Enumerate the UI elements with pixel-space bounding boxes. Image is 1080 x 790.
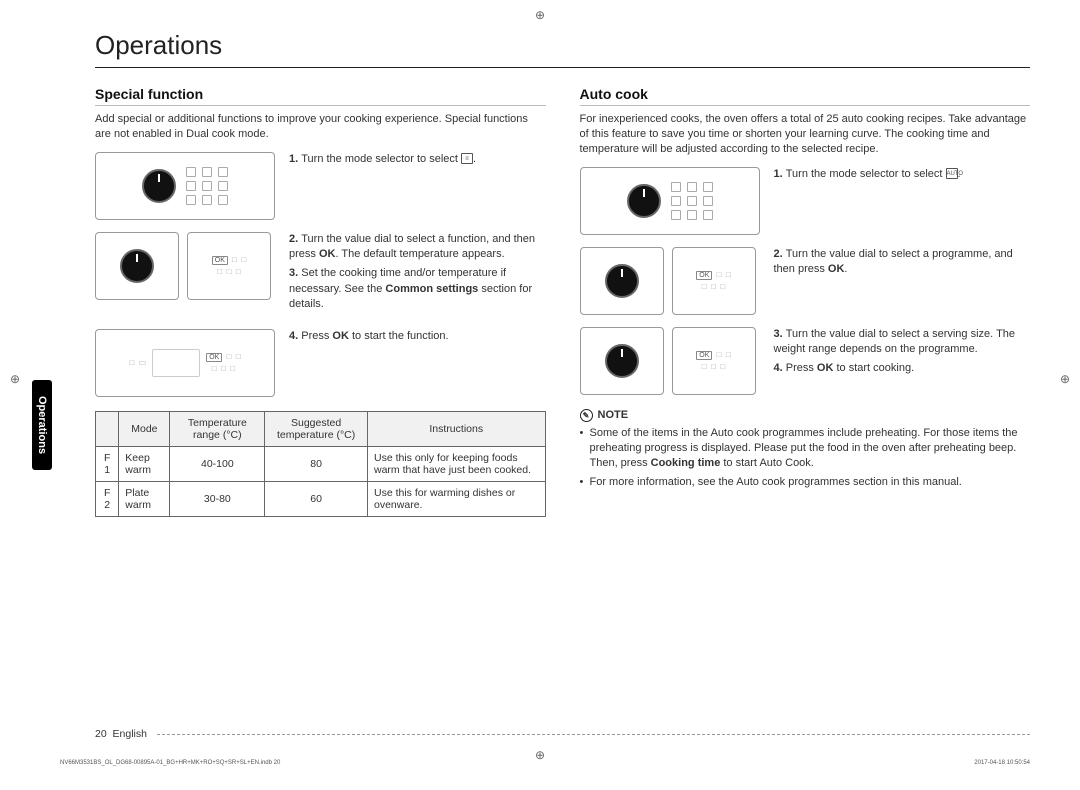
auto-icon: AUTO xyxy=(946,168,958,179)
note-icon: ✎ xyxy=(580,409,593,422)
th-mode: Mode xyxy=(119,411,170,446)
dial-icon xyxy=(605,264,639,298)
table-row: F 1 Keep warm 40-100 80 Use this only fo… xyxy=(96,446,546,481)
step-4: □ ▭ OK □ □ □ □ □ 4. Press OK to start th… xyxy=(95,329,546,397)
mode-icons xyxy=(671,182,713,220)
button-icons: OK □ □ □ □ □ xyxy=(696,269,730,292)
page-title: Operations xyxy=(50,30,1030,61)
content-columns: Special function Add special or addition… xyxy=(50,86,1030,517)
value-dial-diagram: OK □ □ □ □ □ xyxy=(580,247,760,315)
table-header-row: Mode Temperature range (°C) Suggested te… xyxy=(96,411,546,446)
step-2: OK □ □ □ □ □ 2. Turn the value dial to s… xyxy=(580,247,1031,315)
step-3-text: 3. Set the cooking time and/or temperatu… xyxy=(289,266,546,312)
list-item: Some of the items in the Auto cook progr… xyxy=(580,426,1031,472)
right-column: Auto cook For inexperienced cooks, the o… xyxy=(580,86,1031,517)
left-icons: □ ▭ xyxy=(129,357,146,368)
special-function-intro: Add special or additional functions to i… xyxy=(95,112,546,142)
step-2-text: 2. Turn the value dial to select a funct… xyxy=(289,232,546,263)
page: ⊕ ⊕ ⊕ ⊕ Operations Operations Special fu… xyxy=(0,0,1080,790)
auto-cook-heading: Auto cook xyxy=(580,86,1031,106)
registration-mark-icon: ⊕ xyxy=(533,8,547,22)
special-function-heading: Special function xyxy=(95,86,546,106)
button-icons: OK □ □ □ □ □ xyxy=(696,349,730,372)
button-icons: OK □ □ □ □ □ xyxy=(206,351,240,374)
table-row: F 2 Plate warm 30-80 60 Use this for war… xyxy=(96,481,546,516)
step-1: 1. Turn the mode selector to select ≡. xyxy=(95,152,546,220)
mode-icons xyxy=(186,167,228,205)
dial-icon xyxy=(627,184,661,218)
side-tab: Operations xyxy=(32,380,52,470)
page-number: 20 xyxy=(95,728,107,740)
modes-table: Mode Temperature range (°C) Suggested te… xyxy=(95,411,546,517)
step-4-text: 4. Press OK to start cooking. xyxy=(774,361,1031,376)
page-footer: 20 English xyxy=(95,728,1030,740)
display-diagram: □ ▭ OK □ □ □ □ □ xyxy=(95,329,275,397)
th-blank xyxy=(96,411,119,446)
registration-mark-icon: ⊕ xyxy=(8,372,22,386)
registration-mark-icon: ⊕ xyxy=(1058,372,1072,386)
auto-cook-intro: For inexperienced cooks, the oven offers… xyxy=(580,112,1031,157)
mode-selector-diagram xyxy=(580,167,760,235)
step-1-text: 1. Turn the mode selector to select ≡. xyxy=(289,152,546,167)
footer-rule xyxy=(157,734,1030,735)
imprint-right: 2017-04-18 10:50:54 xyxy=(974,760,1030,766)
note-heading: ✎ NOTE xyxy=(580,409,1031,422)
step-3-4: OK □ □ □ □ □ 3. Turn the value dial to s… xyxy=(580,327,1031,395)
step-1: 1. Turn the mode selector to select AUTO… xyxy=(580,167,1031,235)
imprint: NV66M3531BS_OL_DG68-00895A-01_BG+HR+MK+R… xyxy=(60,760,1030,766)
dial-icon xyxy=(605,344,639,378)
display-blank-icon xyxy=(152,349,200,377)
value-dial-diagram: OK □ □ □ □ □ xyxy=(580,327,760,395)
value-dial-diagram: OK □ □ □ □ □ xyxy=(95,232,275,300)
list-item: For more information, see the Auto cook … xyxy=(580,475,1031,490)
th-instructions: Instructions xyxy=(368,411,546,446)
notes-list: Some of the items in the Auto cook progr… xyxy=(580,426,1031,491)
step-2-3: OK □ □ □ □ □ 2. Turn the value dial to s… xyxy=(95,232,546,317)
imprint-left: NV66M3531BS_OL_DG68-00895A-01_BG+HR+MK+R… xyxy=(60,760,280,766)
step-3-text: 3. Turn the value dial to select a servi… xyxy=(774,327,1031,358)
left-column: Special function Add special or addition… xyxy=(95,86,546,517)
mode-selector-diagram xyxy=(95,152,275,220)
page-lang: English xyxy=(113,728,147,740)
title-rule xyxy=(95,67,1030,68)
dial-icon xyxy=(142,169,176,203)
dial-icon xyxy=(120,249,154,283)
step-2-text: 2. Turn the value dial to select a progr… xyxy=(774,247,1031,278)
th-suggested: Suggested temperature (°C) xyxy=(265,411,368,446)
th-temp-range: Temperature range (°C) xyxy=(170,411,265,446)
button-icons: OK □ □ □ □ □ xyxy=(212,254,246,277)
step-1-text: 1. Turn the mode selector to select AUTO… xyxy=(774,167,1031,182)
step-4-text: 4. Press OK to start the function. xyxy=(289,329,546,344)
menu-icon: ≡ xyxy=(461,153,473,164)
